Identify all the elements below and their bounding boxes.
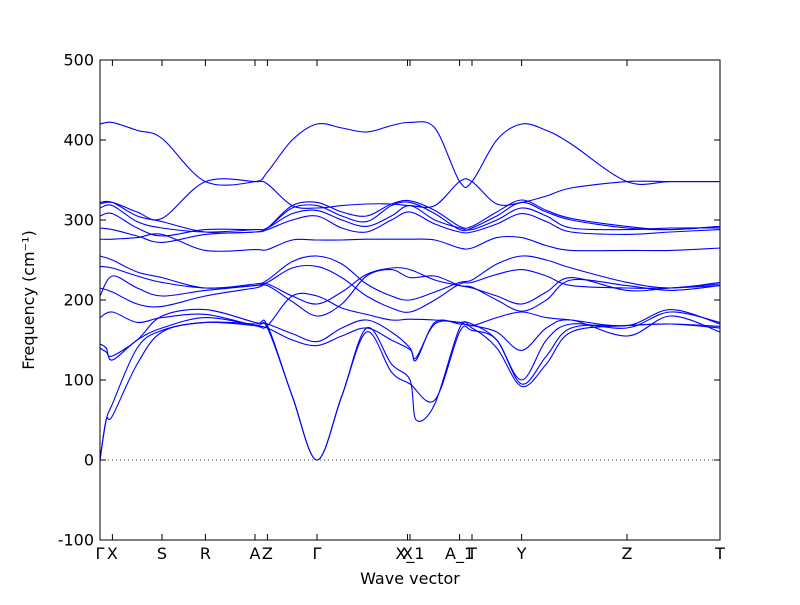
axes-frame bbox=[99, 59, 721, 541]
y-tick-label: 400 bbox=[63, 131, 94, 150]
y-ticks: -100 0 100 200 300 400 500 bbox=[58, 51, 720, 550]
y-tick-label: 100 bbox=[63, 371, 94, 390]
y-tick-label: -100 bbox=[58, 531, 94, 550]
x-tick-label: X bbox=[107, 544, 118, 563]
band-line-7 bbox=[99, 269, 721, 317]
x-tick-label: R bbox=[200, 544, 211, 563]
x-tick-label: S bbox=[157, 544, 167, 563]
band-line-2 bbox=[99, 319, 721, 461]
x-tick-label: X_1 bbox=[395, 544, 424, 564]
x-tick-label: Γ bbox=[313, 544, 322, 563]
x-tick-label: T bbox=[714, 544, 725, 563]
y-axis-label: Frequency (cm⁻¹) bbox=[19, 230, 38, 369]
band-line-10 bbox=[99, 233, 721, 252]
band-line-9 bbox=[99, 255, 721, 301]
x-tick-label: T bbox=[466, 544, 477, 563]
x-tick-label: Z bbox=[622, 544, 633, 563]
x-ticks: Γ X S R A Z Γ XX_1 A_1T Y Z T bbox=[96, 60, 725, 564]
y-tick-label: 500 bbox=[63, 51, 94, 70]
band-line-16 bbox=[99, 121, 720, 189]
x-axis-label: Wave vector bbox=[360, 569, 460, 588]
plot-area bbox=[99, 121, 721, 461]
band-line-4 bbox=[99, 308, 721, 362]
band-line-3 bbox=[99, 311, 721, 381]
y-tick-label: 0 bbox=[84, 451, 94, 470]
x-tick-label: Γ bbox=[96, 544, 105, 563]
band-line-15 bbox=[99, 178, 720, 221]
band-line-6 bbox=[99, 267, 721, 305]
x-tick-label: X bbox=[402, 544, 413, 563]
y-tick-label: 300 bbox=[63, 211, 94, 230]
band-line-13 bbox=[99, 201, 721, 233]
x-tick-label: A_1 bbox=[445, 544, 474, 564]
band-line-8 bbox=[99, 264, 721, 313]
x-tick-label: Z bbox=[262, 544, 273, 563]
x-tick-label: A bbox=[250, 544, 261, 563]
x-tick-label: Y bbox=[516, 544, 527, 563]
band-line-5 bbox=[99, 292, 721, 329]
band-line-1 bbox=[99, 321, 721, 461]
band-line-11 bbox=[99, 211, 721, 243]
y-tick-label: 200 bbox=[63, 291, 94, 310]
